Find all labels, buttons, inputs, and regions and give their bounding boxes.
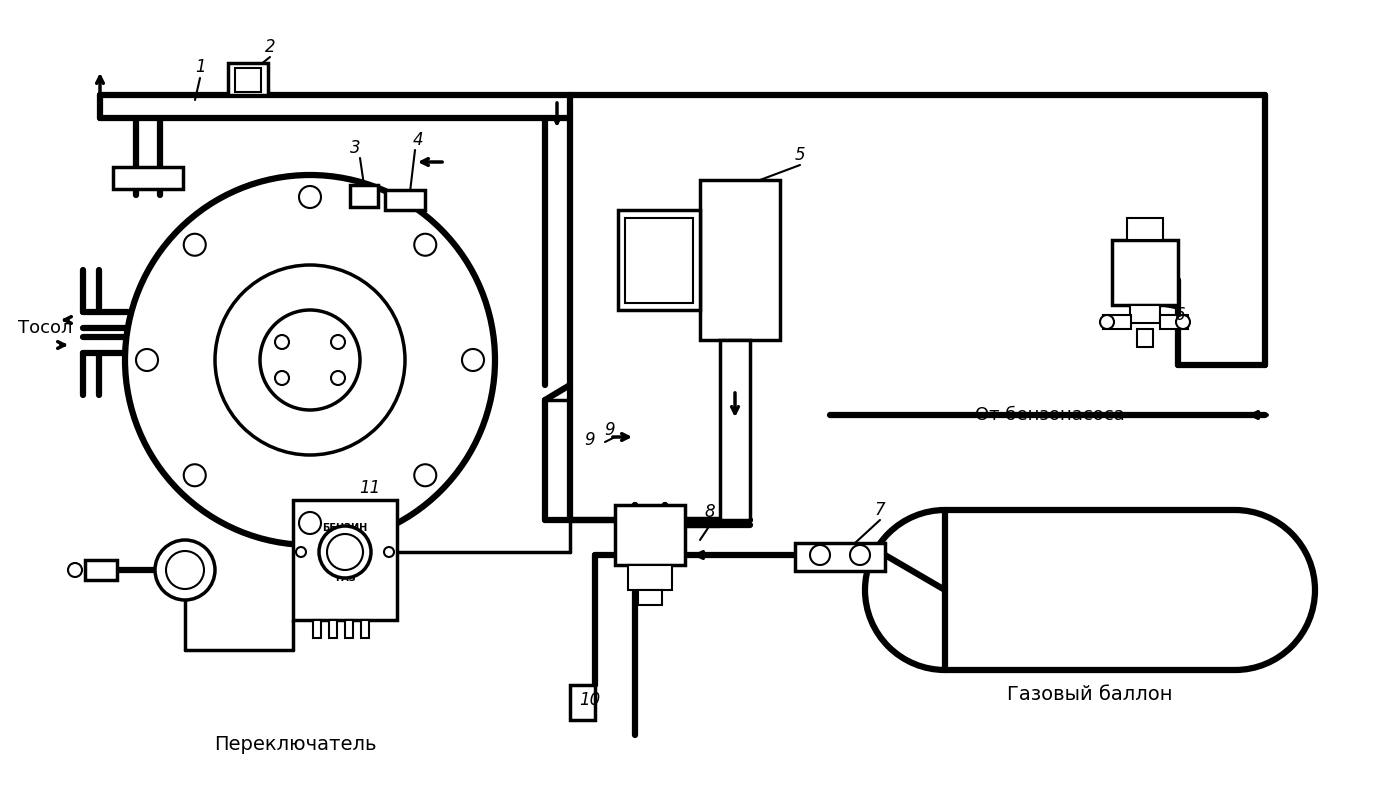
Bar xyxy=(1161,315,1188,329)
Circle shape xyxy=(414,234,436,256)
Text: В: В xyxy=(179,563,190,577)
Circle shape xyxy=(850,545,869,565)
Circle shape xyxy=(331,371,345,385)
Bar xyxy=(1127,218,1163,240)
Bar xyxy=(362,620,368,638)
Bar xyxy=(328,620,337,638)
Text: 2: 2 xyxy=(265,38,276,56)
Bar xyxy=(293,500,397,620)
Text: 6: 6 xyxy=(1174,306,1185,324)
Circle shape xyxy=(295,547,306,557)
Circle shape xyxy=(462,349,484,371)
Bar xyxy=(700,180,780,340)
Circle shape xyxy=(184,234,206,256)
Bar xyxy=(795,543,885,571)
Text: От бензонасоса: От бензонасоса xyxy=(976,406,1125,424)
Circle shape xyxy=(155,540,215,600)
Circle shape xyxy=(1100,315,1114,329)
Circle shape xyxy=(275,335,288,349)
Text: 11: 11 xyxy=(359,479,381,497)
Circle shape xyxy=(215,265,404,455)
Circle shape xyxy=(126,175,495,545)
Bar xyxy=(228,63,268,95)
Text: Газовый баллон: Газовый баллон xyxy=(1007,686,1173,705)
Text: 8: 8 xyxy=(705,503,715,521)
Bar xyxy=(235,68,261,92)
Circle shape xyxy=(414,465,436,487)
Text: 10: 10 xyxy=(580,691,600,709)
Bar xyxy=(313,620,322,638)
Text: 9: 9 xyxy=(585,431,595,449)
Text: 4: 4 xyxy=(413,131,424,149)
Text: Переключатель: Переключатель xyxy=(214,735,377,754)
Circle shape xyxy=(184,465,206,487)
Text: 7: 7 xyxy=(875,501,886,519)
Bar xyxy=(720,340,749,520)
Circle shape xyxy=(384,547,395,557)
Circle shape xyxy=(68,563,81,577)
Circle shape xyxy=(259,310,360,410)
Bar xyxy=(615,505,684,565)
Bar xyxy=(1103,315,1132,329)
Circle shape xyxy=(299,512,322,534)
Circle shape xyxy=(331,335,345,349)
Bar xyxy=(1130,305,1161,323)
Bar xyxy=(113,167,184,189)
Bar xyxy=(1112,240,1179,305)
Circle shape xyxy=(810,545,829,565)
Text: 5: 5 xyxy=(795,146,806,164)
Bar xyxy=(638,590,662,605)
Text: 3: 3 xyxy=(349,139,360,157)
Circle shape xyxy=(137,349,157,371)
Bar xyxy=(385,190,425,210)
Text: 1: 1 xyxy=(195,58,206,76)
Text: 9: 9 xyxy=(604,421,615,439)
Circle shape xyxy=(275,371,288,385)
Bar xyxy=(351,185,378,207)
Bar xyxy=(86,560,117,580)
Circle shape xyxy=(319,526,371,578)
Text: Тосол: Тосол xyxy=(18,319,73,337)
Bar xyxy=(1137,329,1154,347)
Bar xyxy=(628,565,672,590)
Bar xyxy=(570,685,595,720)
Bar xyxy=(625,218,693,303)
Bar xyxy=(618,210,700,310)
Circle shape xyxy=(1176,315,1190,329)
Circle shape xyxy=(299,186,322,208)
Circle shape xyxy=(327,534,363,570)
Bar xyxy=(345,620,353,638)
Text: БЕНЗИН: БЕНЗИН xyxy=(323,523,367,533)
Text: ГАЗ: ГАЗ xyxy=(335,573,355,583)
Circle shape xyxy=(166,551,204,589)
